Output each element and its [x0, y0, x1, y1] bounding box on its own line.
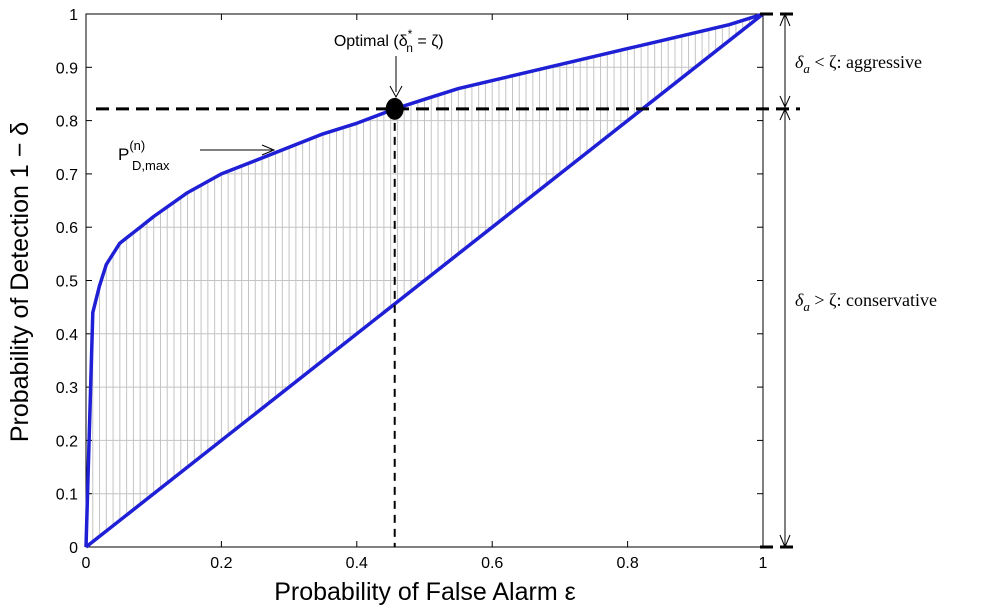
- optimal-point-marker: [385, 97, 404, 120]
- curve-label: P(n) D,max: [118, 138, 170, 173]
- aggressive-delta: δ: [795, 52, 804, 72]
- y-tick-label: 0.3: [56, 380, 78, 397]
- optimal-label-sub: n: [406, 41, 413, 55]
- x-tick-label: 1: [759, 555, 768, 572]
- optimal-arrow-head: [389, 85, 403, 99]
- conservative-arrow-top: [779, 107, 791, 121]
- aggressive-text: < ζ: aggressive: [810, 52, 922, 72]
- y-tick-label: 0.8: [56, 114, 78, 131]
- reference-lines: [96, 12, 800, 549]
- conservative-annotation: δa > ζ: conservative: [795, 290, 937, 314]
- x-tick-label: 0: [82, 555, 91, 572]
- y-tick-label: 1: [69, 7, 78, 24]
- x-tick-labels: 0 0.2 0.4 0.6 0.8 1: [82, 555, 768, 572]
- curve-label-sub: D,max: [132, 158, 170, 173]
- y-tick-label: 0.4: [56, 327, 78, 344]
- y-tick-label: 0.7: [56, 167, 78, 184]
- x-axis-label: Probability of False Alarm ε: [274, 578, 576, 606]
- pdmax-curve: [84, 12, 764, 548]
- curve-label-arrow-head: [261, 144, 276, 156]
- x-tick-label: 0.4: [346, 555, 368, 572]
- x-tick-label: 0.8: [616, 555, 638, 572]
- curve-label-base: P: [118, 145, 129, 164]
- y-tick-label: 0.6: [56, 220, 78, 237]
- diagonal-line: [84, 12, 765, 549]
- optimal-label-tail: = ζ): [413, 33, 444, 50]
- series-lines: [84, 12, 765, 549]
- y-tick-labels: 0 0.1 0.2 0.3 0.4 0.5 0.6 0.7 0.8 0.9 1: [56, 7, 78, 557]
- y-tick-label: 0.5: [56, 274, 78, 291]
- conservative-sub: a: [803, 299, 810, 314]
- y-tick-label: 0: [69, 540, 78, 557]
- optimal-label: Optimal (δ* n = ζ): [334, 27, 444, 55]
- aggressive-arrow-bottom: [779, 95, 791, 109]
- conservative-arrow-bottom: [779, 534, 791, 549]
- optimal-label-base: Optimal (δ: [334, 33, 408, 50]
- x-tick-label: 0.6: [481, 555, 503, 572]
- y-axis-label: Probability of Detection 1 − δ: [6, 122, 34, 442]
- hatch-region: [87, 16, 757, 542]
- aggressive-annotation: δa < ζ: aggressive: [795, 52, 922, 76]
- aggressive-arrow-top: [779, 12, 791, 27]
- conservative-text: > ζ: conservative: [810, 290, 937, 310]
- optimal-label-super: *: [408, 27, 413, 41]
- conservative-delta: δ: [795, 290, 804, 310]
- x-tick-label: 0.2: [210, 555, 232, 572]
- y-tick-label: 0.1: [56, 487, 78, 504]
- curve-label-super: (n): [129, 138, 145, 153]
- y-tick-label: 0.9: [56, 60, 78, 77]
- y-tick-label: 0.2: [56, 433, 78, 450]
- aggressive-sub: a: [803, 61, 810, 76]
